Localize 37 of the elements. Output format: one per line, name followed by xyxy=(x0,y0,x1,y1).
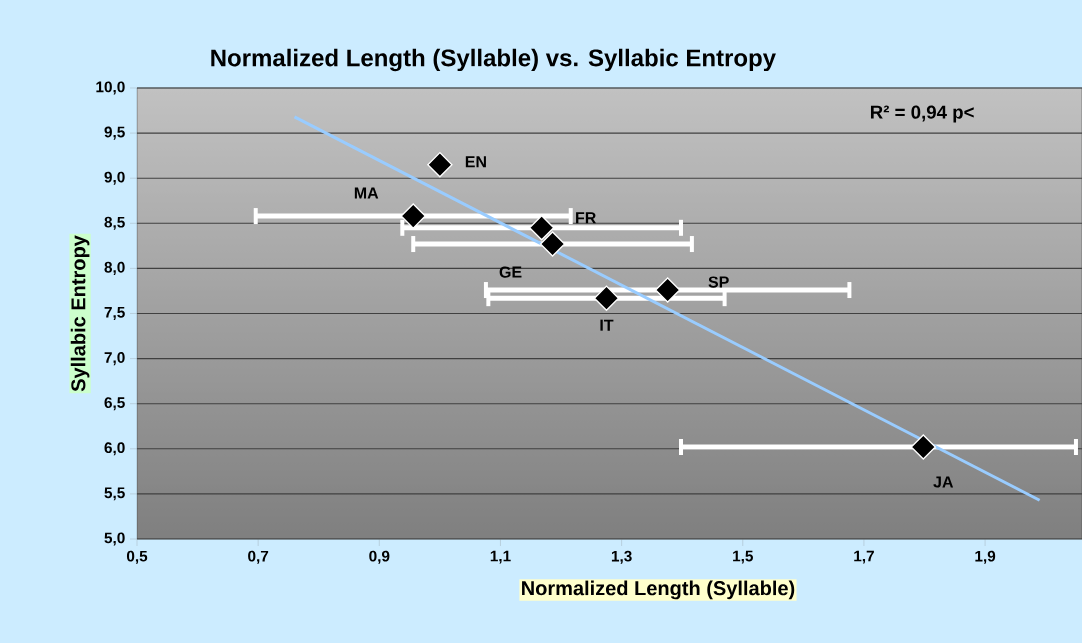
y-tick-label: 6,0 xyxy=(104,442,125,456)
point xyxy=(593,285,620,311)
point xyxy=(654,277,681,303)
y-tick-label: 5,5 xyxy=(104,487,125,501)
x-tick-label: 1,3 xyxy=(611,550,632,564)
y-tick-label: 7,5 xyxy=(104,307,125,320)
annotation: R² = 0,94 p< xyxy=(870,105,974,123)
y-tick-label: 8,5 xyxy=(104,216,125,230)
series-label: EN xyxy=(465,156,486,168)
y-tick-label: 8,0 xyxy=(104,261,125,275)
point xyxy=(910,434,936,460)
point xyxy=(400,203,426,229)
point xyxy=(427,151,453,178)
series-label: IT xyxy=(600,319,614,331)
y-tick-label: 7,0 xyxy=(104,352,125,366)
x-tick-label: 0,5 xyxy=(126,550,148,564)
series-label: FR xyxy=(576,212,596,224)
y-tick-label: 9,0 xyxy=(104,171,125,185)
y-axis-title: Syllabic Entropy xyxy=(70,235,90,392)
x-tick-label: 1,5 xyxy=(733,550,753,564)
y-tick-label: 6,5 xyxy=(104,397,125,411)
y-tick-label: 10,0 xyxy=(96,81,125,95)
series-label: SP xyxy=(708,276,729,288)
series-label: GE xyxy=(499,266,522,278)
y-tick-label: 5,0 xyxy=(104,532,125,546)
x-tick-label: 1,1 xyxy=(490,550,511,564)
chart-title: Normalized Length (Syllable) vs. Syllabic Entropy xyxy=(211,48,776,72)
x-tick-label: 0,7 xyxy=(248,550,269,564)
series-label: JA xyxy=(933,476,954,488)
x-tick-label: 1,9 xyxy=(975,550,996,564)
x-tick-label: 0,9 xyxy=(369,550,390,564)
series-label: MA xyxy=(354,187,379,199)
point xyxy=(539,231,566,257)
point xyxy=(528,215,555,241)
y-tick-label: 9,5 xyxy=(104,126,125,140)
x-tick-label: 1,7 xyxy=(854,550,874,564)
x-axis-title: Normalized Length (Syllable) xyxy=(522,580,795,600)
